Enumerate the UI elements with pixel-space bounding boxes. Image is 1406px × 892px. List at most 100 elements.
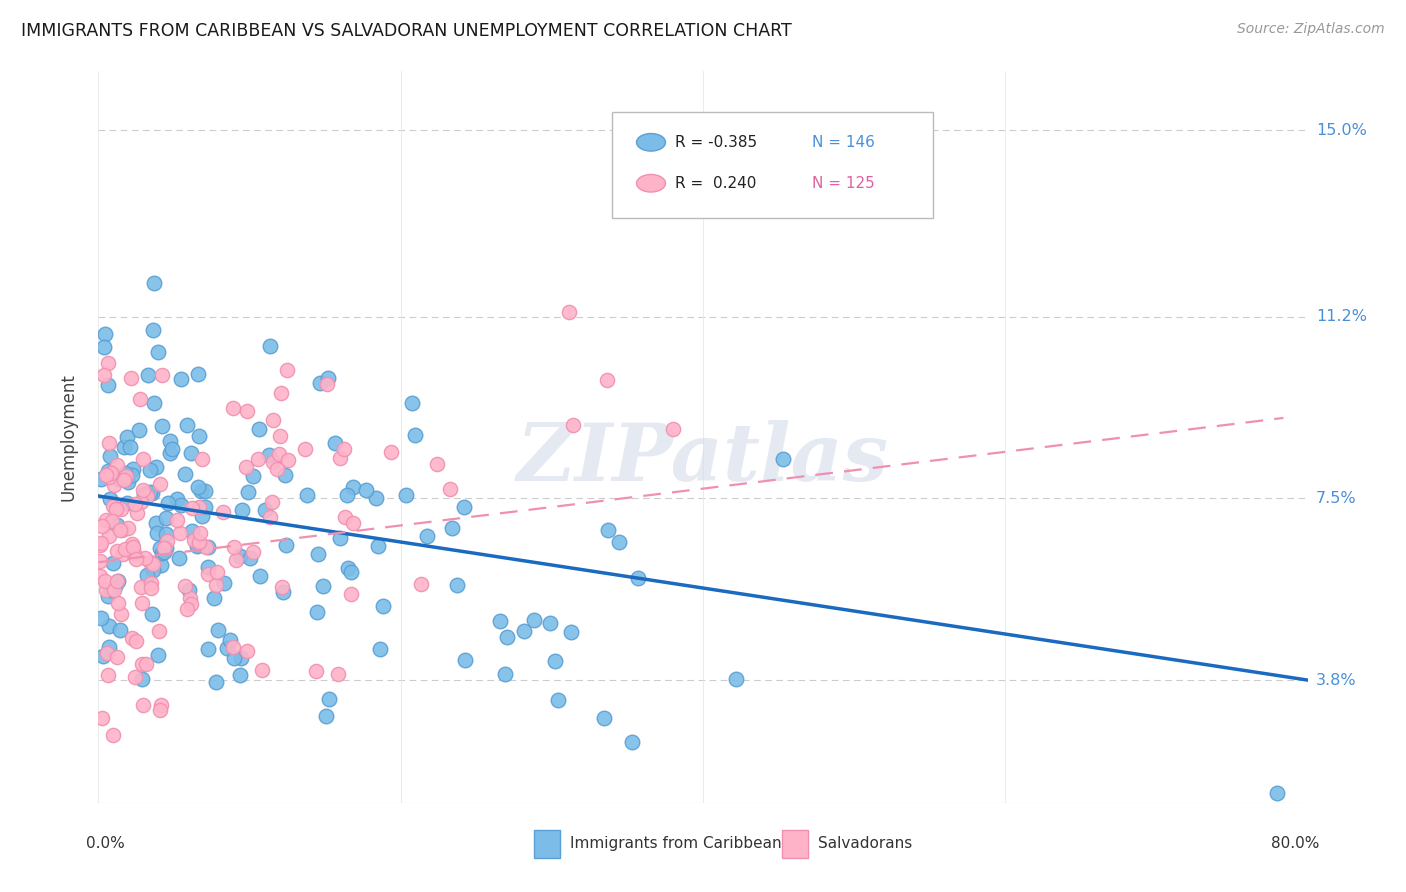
- Point: [364, 491, 387, 506]
- Point: [547, 692, 569, 706]
- Point: [191, 509, 214, 524]
- Point: [340, 587, 363, 601]
- Point: [157, 496, 180, 510]
- Point: [139, 555, 162, 569]
- Point: [97, 465, 120, 479]
- Point: [269, 447, 291, 461]
- Point: [249, 569, 271, 583]
- Point: [205, 674, 228, 689]
- Point: [105, 543, 128, 558]
- Point: [149, 703, 172, 717]
- Point: [229, 549, 252, 564]
- Point: [153, 544, 176, 558]
- Point: [150, 558, 173, 573]
- Point: [100, 466, 122, 480]
- Point: [132, 451, 155, 466]
- Point: [188, 500, 211, 515]
- Point: [257, 448, 280, 462]
- Point: [318, 370, 340, 384]
- Point: [159, 446, 181, 460]
- Point: [495, 630, 517, 644]
- Point: [328, 667, 350, 681]
- Point: [266, 462, 288, 476]
- Point: [177, 583, 200, 598]
- Point: [194, 483, 217, 498]
- Point: [186, 540, 208, 554]
- Point: [249, 422, 271, 436]
- Point: [169, 372, 191, 386]
- Point: [166, 492, 188, 507]
- Point: [93, 649, 115, 664]
- Point: [131, 673, 153, 687]
- Point: [173, 579, 195, 593]
- Point: [107, 596, 129, 610]
- Point: [142, 323, 165, 337]
- Point: [117, 521, 139, 535]
- Y-axis label: Unemployment: Unemployment: [59, 373, 77, 501]
- Point: [222, 651, 245, 665]
- Point: [90, 711, 112, 725]
- Point: [596, 523, 619, 537]
- Point: [197, 642, 219, 657]
- Point: [513, 624, 536, 638]
- Point: [136, 567, 159, 582]
- Point: [141, 607, 163, 621]
- Point: [259, 339, 281, 353]
- Point: [146, 525, 169, 540]
- Point: [333, 510, 356, 524]
- Point: [108, 472, 131, 486]
- Point: [329, 532, 352, 546]
- Point: [117, 496, 139, 510]
- Point: [159, 434, 181, 448]
- Text: ZIPatlas: ZIPatlas: [517, 420, 889, 498]
- Point: [149, 698, 172, 713]
- Point: [523, 613, 546, 627]
- Point: [235, 404, 257, 418]
- Point: [110, 607, 132, 621]
- Point: [155, 526, 177, 541]
- Point: [354, 483, 377, 497]
- Point: [97, 356, 120, 370]
- Point: [250, 663, 273, 677]
- Point: [89, 569, 111, 583]
- Point: [246, 452, 269, 467]
- Point: [90, 472, 112, 486]
- Point: [110, 502, 132, 516]
- Point: [112, 440, 135, 454]
- Point: [242, 468, 264, 483]
- Point: [315, 377, 337, 392]
- Text: Salvadorans: Salvadorans: [818, 837, 912, 851]
- Point: [188, 429, 211, 443]
- Point: [176, 417, 198, 432]
- Point: [446, 578, 468, 592]
- Point: [426, 458, 449, 472]
- Point: [89, 538, 111, 552]
- Point: [148, 344, 170, 359]
- Point: [103, 499, 125, 513]
- Point: [103, 478, 125, 492]
- Point: [228, 668, 250, 682]
- Text: Source: ZipAtlas.com: Source: ZipAtlas.com: [1237, 22, 1385, 37]
- Point: [134, 550, 156, 565]
- Text: N = 125: N = 125: [811, 176, 875, 191]
- Point: [440, 521, 463, 535]
- Point: [262, 494, 284, 508]
- Point: [97, 436, 120, 450]
- Point: [121, 540, 143, 554]
- Point: [114, 467, 136, 481]
- Point: [239, 551, 262, 566]
- Point: [122, 546, 145, 560]
- Point: [124, 497, 146, 511]
- Point: [115, 469, 138, 483]
- Point: [339, 565, 361, 579]
- Point: [183, 533, 205, 547]
- Point: [105, 518, 128, 533]
- Point: [560, 624, 582, 639]
- Point: [139, 582, 162, 596]
- Point: [108, 623, 131, 637]
- Point: [115, 430, 138, 444]
- Point: [149, 477, 172, 491]
- Point: [96, 646, 118, 660]
- Point: [121, 631, 143, 645]
- Point: [148, 624, 170, 638]
